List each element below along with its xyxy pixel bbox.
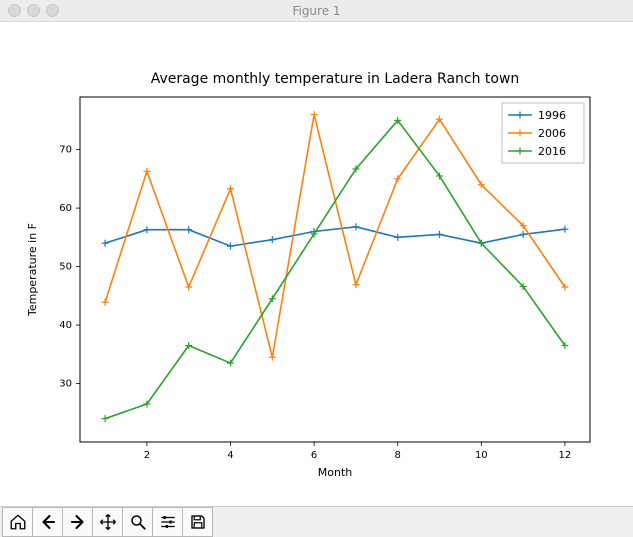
- svg-text:10: 10: [475, 450, 488, 461]
- home-icon: [9, 513, 27, 531]
- minimize-icon[interactable]: [27, 4, 40, 17]
- move-icon: [99, 513, 117, 531]
- svg-text:1996: 1996: [538, 109, 566, 122]
- figure-window: Figure 1 2 4 6 8 10 12 30 40 50 60 70 Month Temperat…: [0, 0, 633, 537]
- home-button[interactable]: [2, 507, 33, 537]
- svg-text:8: 8: [395, 450, 401, 461]
- save-icon: [189, 513, 207, 531]
- svg-text:60: 60: [59, 203, 72, 214]
- plot-area: 2 4 6 8 10 12 30 40 50 60 70 Month Temperature in F A…: [0, 22, 633, 506]
- zoom-button[interactable]: [122, 507, 153, 537]
- svg-text:40: 40: [59, 320, 72, 331]
- svg-text:70: 70: [59, 145, 72, 156]
- chart-svg: 2 4 6 8 10 12 30 40 50 60 70 Month Temperature in F A…: [0, 22, 633, 502]
- pan-button[interactable]: [92, 507, 123, 537]
- svg-text:50: 50: [59, 262, 72, 273]
- arrow-left-icon: [39, 513, 57, 531]
- svg-text:2: 2: [144, 450, 150, 461]
- svg-text:Month: Month: [318, 466, 353, 479]
- svg-text:Temperature in F: Temperature in F: [26, 223, 39, 317]
- svg-text:30: 30: [59, 379, 72, 390]
- close-icon[interactable]: [8, 4, 21, 17]
- svg-text:12: 12: [559, 450, 572, 461]
- svg-text:2016: 2016: [538, 145, 566, 158]
- svg-text:2006: 2006: [538, 127, 566, 140]
- forward-button[interactable]: [62, 507, 93, 537]
- maximize-icon[interactable]: [46, 4, 59, 17]
- svg-text:Average monthly temperature in: Average monthly temperature in Ladera Ra…: [151, 71, 520, 87]
- mpl-toolbar: [0, 506, 633, 537]
- save-button[interactable]: [182, 507, 213, 537]
- window-controls: [8, 4, 59, 17]
- zoom-icon: [129, 513, 147, 531]
- back-button[interactable]: [32, 507, 63, 537]
- window-title: Figure 1: [0, 4, 633, 18]
- arrow-right-icon: [69, 513, 87, 531]
- svg-text:4: 4: [227, 450, 233, 461]
- svg-text:6: 6: [311, 450, 317, 461]
- configure-button[interactable]: [152, 507, 183, 537]
- titlebar: Figure 1: [0, 0, 633, 22]
- sliders-icon: [159, 513, 177, 531]
